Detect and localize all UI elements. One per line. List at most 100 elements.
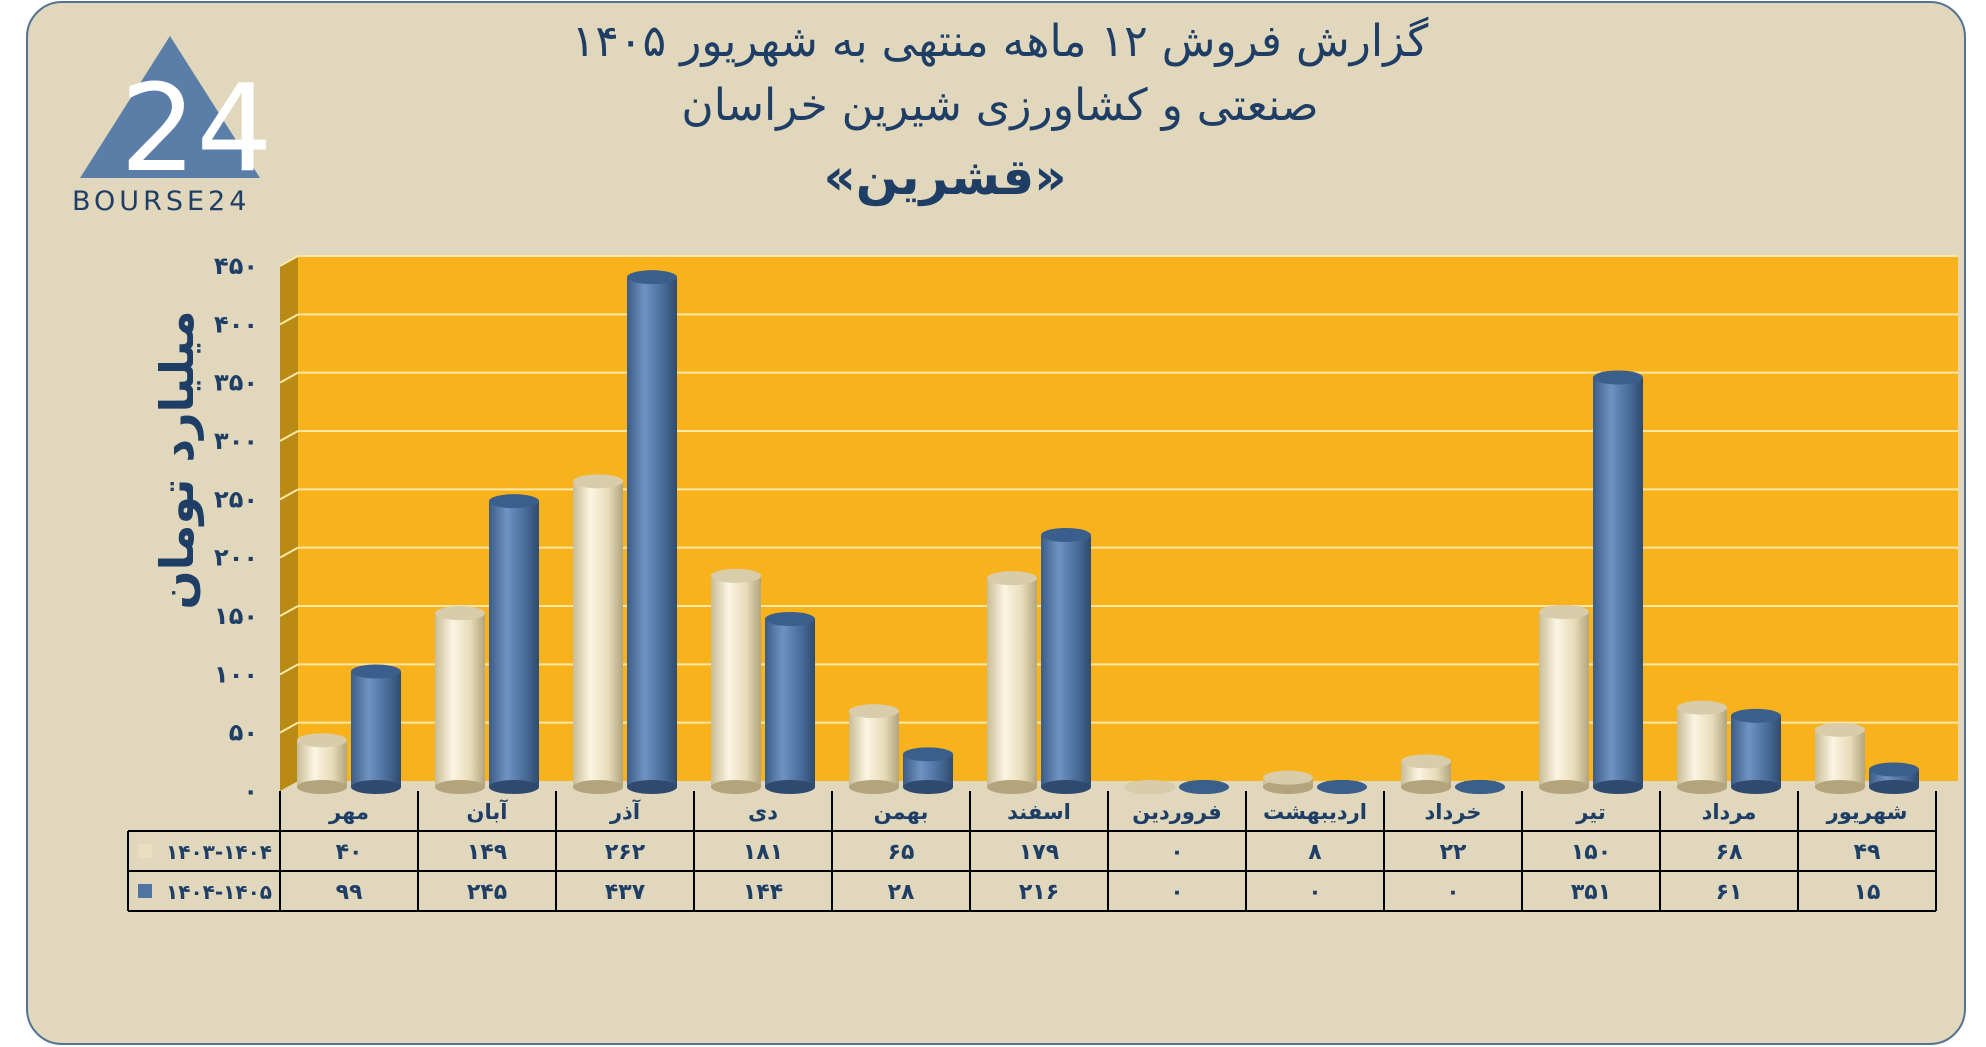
- data-label: ۲۴۵: [467, 880, 507, 905]
- bar-body: [489, 501, 539, 787]
- legend-key-series2: [138, 884, 152, 898]
- y-tick-label: ۳۰۰: [214, 427, 258, 455]
- bar-series2: [1593, 370, 1643, 794]
- bar-top: [351, 664, 401, 679]
- logo-text: BOURSE24: [72, 186, 251, 217]
- bar-top: [489, 494, 539, 509]
- legend-label: ۱۴۰۴-۱۴۰۵: [166, 880, 272, 904]
- bar-body: [627, 277, 677, 787]
- bar-top: [627, 270, 677, 285]
- gridline-side: [279, 430, 299, 442]
- bar-top: [1041, 528, 1091, 542]
- data-label: ۲۲: [1440, 840, 1467, 865]
- bar-series2: [1869, 762, 1919, 794]
- bar-series2: [351, 664, 401, 794]
- bar-base: [1401, 780, 1451, 794]
- bar-series1: [987, 571, 1037, 794]
- data-label: ۱۸۱: [743, 840, 783, 865]
- bar-body: [1593, 377, 1643, 787]
- bourse24-logo: 24: [80, 36, 270, 199]
- bar-body: [435, 613, 485, 787]
- y-tick-label: ۴۵۰: [214, 252, 258, 280]
- chart-title-line1: گزارش فروش ۱۲ ماهه منتهی به شهریور ۱۴۰۵: [571, 16, 1429, 67]
- y-tick-label: ۵۰: [229, 719, 258, 747]
- x-tick-label: دی: [748, 800, 778, 824]
- bar-top: [903, 747, 953, 762]
- bar-base: [1593, 780, 1643, 794]
- bar-body: [1041, 535, 1091, 787]
- x-tick-label: اردیبهشت: [1263, 800, 1367, 824]
- bar-base: [1677, 780, 1727, 794]
- bar-series2: [489, 494, 539, 794]
- bar-series2: [1731, 708, 1781, 794]
- bar-base: [1815, 780, 1865, 794]
- y-tick-label: ۴۰۰: [214, 310, 258, 338]
- data-label: ۹۹: [336, 880, 363, 905]
- bar-body: [1815, 729, 1865, 787]
- bar-series1: [711, 568, 761, 794]
- bar-base: [849, 780, 899, 794]
- legend-key-series1: [138, 844, 152, 858]
- bar-top: [435, 606, 485, 621]
- chart-title-line3: «قشرین»: [823, 148, 1067, 206]
- data-label: ۱۴۹: [467, 840, 507, 865]
- y-tick-label: ۲۵۰: [214, 485, 258, 513]
- svg-text:24: 24: [120, 60, 270, 199]
- data-label: ۸: [1308, 840, 1322, 865]
- bar-series2: [627, 270, 677, 794]
- bar-top: [1263, 770, 1313, 785]
- bar-top: [849, 704, 899, 719]
- data-label: ۴۳۷: [605, 880, 646, 905]
- data-label: ۱۴۴: [743, 880, 783, 905]
- gridline-side: [279, 721, 299, 734]
- bar-base: [1539, 780, 1589, 794]
- data-label: ۶۵: [888, 840, 915, 865]
- bar-body: [765, 619, 815, 787]
- bar-series1: [1401, 754, 1451, 794]
- bar-top: [1455, 780, 1505, 794]
- bar-base: [489, 780, 539, 794]
- bar-series1: [1263, 770, 1313, 794]
- bar-base: [987, 780, 1037, 794]
- gridline-side: [279, 488, 299, 501]
- bar-series2: [903, 747, 953, 794]
- bar-series2: [1317, 780, 1367, 794]
- gridline-side: [279, 371, 299, 384]
- bar-base: [711, 780, 761, 794]
- bar-body: [987, 578, 1037, 787]
- data-label: ۰: [1308, 880, 1321, 905]
- bar-body: [711, 575, 761, 787]
- bar-series1: [435, 606, 485, 794]
- x-tick-label: آبان: [467, 799, 509, 824]
- y-tick-label: ۱۵۰: [214, 602, 258, 630]
- bar-body: [1677, 707, 1727, 787]
- gridline-side: [279, 313, 299, 326]
- bar-series1: [849, 704, 899, 794]
- y-tick-label: ۲۰۰: [214, 544, 258, 572]
- bar-base: [765, 780, 815, 794]
- bar-top: [1539, 605, 1589, 619]
- x-tick-label: مرداد: [1702, 800, 1757, 824]
- plot-side-wall: [280, 256, 298, 791]
- data-label: ۱۵: [1854, 880, 1881, 905]
- gridline-side: [279, 663, 299, 676]
- bar-top: [1317, 780, 1367, 794]
- bar-series2: [1179, 780, 1229, 794]
- bar-base: [573, 780, 623, 794]
- bar-base: [903, 780, 953, 794]
- data-label: ۱۷۹: [1019, 840, 1059, 865]
- data-label: ۲۱۶: [1019, 880, 1059, 905]
- gridline-side: [279, 546, 299, 559]
- bar-base: [627, 780, 677, 794]
- bar-body: [351, 671, 401, 787]
- x-tick-label: فروردین: [1132, 800, 1222, 824]
- y-tick-label: ۳۵۰: [214, 369, 258, 397]
- bar-series2: [1041, 528, 1091, 794]
- bar-base: [297, 780, 347, 794]
- bar-top: [765, 612, 815, 626]
- data-label: ۲۸: [888, 880, 915, 905]
- bar-top: [1179, 780, 1229, 794]
- data-label: ۱۵۰: [1571, 840, 1611, 865]
- bar-series1: [297, 733, 347, 794]
